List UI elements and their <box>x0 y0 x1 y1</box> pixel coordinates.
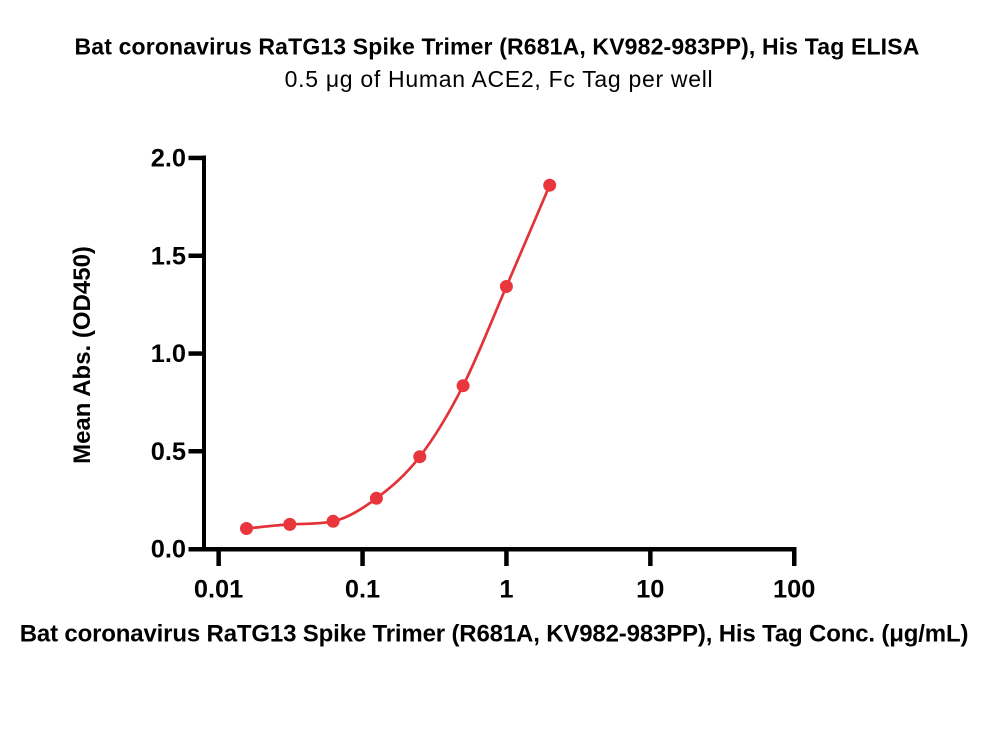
svg-text:Bat coronavirus RaTG13 Spike T: Bat coronavirus RaTG13 Spike Trimer (R68… <box>75 34 920 60</box>
svg-text:10: 10 <box>636 576 664 604</box>
svg-text:0.1: 0.1 <box>345 576 380 604</box>
svg-text:2.0: 2.0 <box>151 145 186 173</box>
svg-text:100: 100 <box>773 576 815 604</box>
svg-text:Bat coronavirus RaTG13 Spike T: Bat coronavirus RaTG13 Spike Trimer (R68… <box>20 621 969 648</box>
svg-text:1: 1 <box>499 576 513 604</box>
svg-text:Mean Abs. (OD450): Mean Abs. (OD450) <box>69 246 96 464</box>
svg-text:0.01: 0.01 <box>194 576 243 604</box>
svg-text:0.0: 0.0 <box>151 536 186 564</box>
svg-text:0.5: 0.5 <box>151 438 186 466</box>
svg-text:0.5 μg of Human ACE2, Fc Tag p: 0.5 μg of Human ACE2, Fc Tag per well <box>285 66 714 92</box>
svg-text:1.5: 1.5 <box>151 242 186 270</box>
svg-text:1.0: 1.0 <box>151 340 186 368</box>
